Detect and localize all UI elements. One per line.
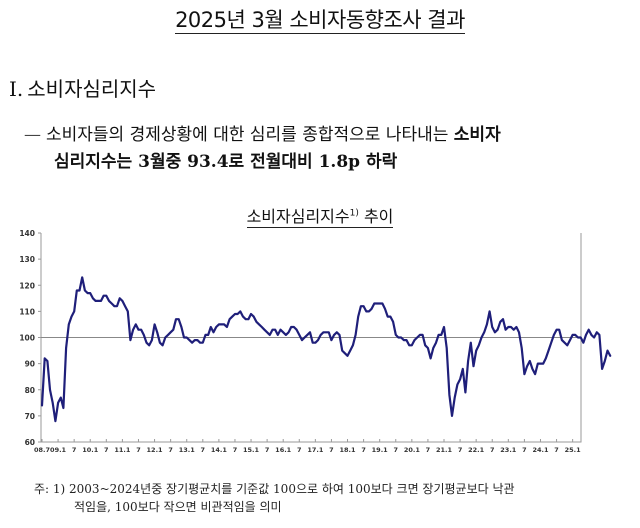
chart-caption: 소비자심리지수1) 추이 (0, 203, 640, 228)
x-tick-label: 19.1 (372, 446, 389, 454)
chart-caption-title: 소비자심리지수 (246, 207, 350, 226)
footnote-line-1: 주: 1) 2003~2024년중 장기평균치를 기준값 100으로 하여 10… (34, 482, 515, 496)
x-tick-label: 16.1 (275, 446, 292, 454)
x-tick-label: 18.1 (339, 446, 356, 454)
line-chart: 60 70 80 90 100 110 120 130 140 08.7 09.1 7 10.1 7 11.… (0, 225, 640, 465)
y-tick-label: 80 (25, 386, 35, 395)
x-tick-label: 7 (329, 446, 334, 454)
summary-paragraph: — 소비자들의 경제상황에 대한 심리를 종합적으로 나타내는 소비자 심리지수는… (24, 122, 624, 176)
x-tick-label: 7 (426, 446, 431, 454)
dash-bullet: — (24, 125, 41, 145)
x-tick-label: 7 (168, 446, 173, 454)
summary-text-bold-1: 소비자 (453, 125, 501, 145)
y-tick-label: 140 (19, 229, 35, 238)
x-tick-label: 23.1 (500, 446, 517, 454)
x-tick-label: 7 (265, 446, 270, 454)
chart-caption-suffix: 추이 (358, 207, 394, 226)
y-tick-label: 60 (25, 438, 35, 447)
x-tick-label: 7 (233, 446, 238, 454)
x-tick-label: 13.1 (179, 446, 196, 454)
x-tick-label: 25.1 (565, 446, 582, 454)
chart-caption-footnote-ref: 1) (349, 208, 359, 219)
x-tick-label: 12.1 (147, 446, 164, 454)
y-tick-label: 110 (19, 307, 35, 316)
y-tick-label: 130 (19, 255, 35, 264)
x-tick-label: 24.1 (532, 446, 549, 454)
x-tick-label: 14.1 (211, 446, 228, 454)
x-tick-label: 7 (458, 446, 463, 454)
x-tick-label: 7 (297, 446, 302, 454)
x-tick-label: 11.1 (114, 446, 131, 454)
summary-text-plain: 소비자들의 경제상황에 대한 심리를 종합적으로 나타내는 (46, 125, 454, 145)
x-tick-label: 08.7 (34, 446, 50, 454)
section-numeral: Ⅰ. (9, 77, 24, 101)
document-title-text: 2025년 3월 소비자동향조사 결과 (175, 8, 465, 34)
x-tick-label: 7 (361, 446, 366, 454)
x-tick-label: 7 (72, 446, 77, 454)
document-title: 2025년 3월 소비자동향조사 결과 (0, 4, 640, 34)
footnote-line-2: 적임을, 100보다 작으면 비관적임을 의미 (74, 500, 282, 514)
y-tick-label: 120 (19, 281, 35, 290)
x-tick-label: 7 (393, 446, 398, 454)
x-tick-label: 20.1 (404, 446, 421, 454)
y-tick-label: 70 (25, 412, 35, 421)
y-tick-label: 90 (25, 360, 35, 369)
x-tick-label: 22.1 (468, 446, 485, 454)
summary-text-bold-2: 심리지수는 3월중 93.4로 전월대비 1.8p 하락 (54, 152, 398, 172)
y-tick-label: 100 (19, 334, 35, 343)
x-tick-label: 10.1 (82, 446, 99, 454)
footnote: 주: 1) 2003~2024년중 장기평균치를 기준값 100으로 하여 10… (34, 480, 515, 516)
x-tick-label: 7 (136, 446, 141, 454)
x-tick-label: 7 (104, 446, 109, 454)
x-tick-label: 21.1 (436, 446, 453, 454)
x-tick-label: 7 (490, 446, 495, 454)
section-heading: Ⅰ. 소비자심리지수 (9, 73, 156, 102)
series-line-consumer-sentiment (40, 276, 612, 423)
x-tick-label: 17.1 (307, 446, 324, 454)
chart-canvas: 60 70 80 90 100 110 120 130 140 08.7 09.1 7 10.1 7 11.… (19, 229, 612, 454)
x-tick-label: 7 (201, 446, 206, 454)
section-heading-text: 소비자심리지수 (27, 77, 157, 101)
x-tick-label: 15.1 (243, 446, 260, 454)
x-tick-label: 09.1 (50, 446, 67, 454)
x-tick-label: 7 (554, 446, 559, 454)
x-tick-label: 7 (522, 446, 527, 454)
